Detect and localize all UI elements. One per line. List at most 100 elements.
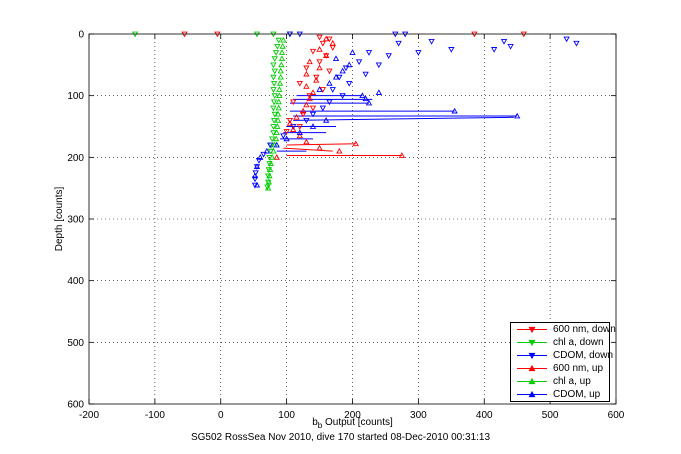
data-point: [270, 74, 277, 81]
series-line: [283, 147, 333, 152]
data-point: [255, 158, 263, 164]
data-point: [270, 124, 277, 130]
data-point: [299, 107, 307, 114]
data-point: [355, 59, 363, 66]
data-point: [313, 74, 320, 81]
data-point: [316, 59, 323, 66]
data-point: [306, 93, 313, 99]
data-point: [303, 101, 310, 108]
series-chl-a-up: [265, 36, 287, 191]
data-point: [278, 55, 286, 62]
data-point: [270, 99, 278, 106]
x-tick-label: 500: [542, 410, 559, 421]
legend-item: 600 nm, up: [511, 362, 609, 375]
data-point: [260, 151, 267, 158]
series-600-nm-up: [273, 35, 406, 160]
data-point: [278, 49, 286, 55]
data-point: [319, 105, 327, 112]
data-point: [563, 36, 570, 43]
data-point: [385, 53, 392, 59]
legend-item: CDOM, up: [511, 388, 609, 401]
data-point: [266, 142, 274, 149]
data-point: [339, 67, 346, 74]
data-point: [265, 178, 273, 185]
data-point: [266, 166, 274, 173]
data-point: [270, 130, 277, 136]
data-point: [267, 160, 274, 166]
data-point: [273, 129, 280, 136]
data-point: [263, 147, 271, 154]
x-axis-label-rest: Output [counts]: [322, 417, 393, 428]
data-point: [273, 141, 280, 148]
data-point: [271, 56, 278, 62]
data-point: [448, 47, 455, 53]
data-point: [265, 173, 272, 180]
data-point: [309, 111, 317, 118]
x-axis-label-subscript: b: [318, 421, 323, 430]
y-axis-label: Depth [counts]: [54, 187, 65, 252]
legend-item: chl a, down: [511, 336, 609, 349]
data-point: [286, 117, 294, 124]
data-point: [342, 65, 350, 72]
data-point: [336, 74, 343, 81]
data-point: [332, 55, 340, 62]
legend-item: CDOM, down: [511, 349, 613, 362]
data-point: [316, 34, 323, 41]
data-point: [273, 154, 280, 160]
y-tick-label: 0: [78, 30, 84, 41]
data-point: [395, 40, 402, 47]
data-point: [362, 95, 369, 102]
data-point: [514, 112, 521, 119]
data-point: [507, 43, 514, 50]
data-point: [336, 147, 343, 154]
data-point: [270, 105, 277, 112]
data-point: [290, 126, 297, 132]
legend: 600 nm, down chl a, down CDOM, down 600 nm,…: [510, 322, 616, 402]
data-point: [268, 136, 276, 143]
data-point: [265, 184, 272, 191]
data-point: [270, 62, 277, 69]
data-point: [277, 67, 284, 74]
x-tick-label: -200: [79, 410, 99, 421]
legend-swatch: [517, 339, 547, 347]
legend-label: chl a, up: [553, 376, 591, 387]
data-point: [253, 163, 261, 169]
x-tick-label: 400: [476, 410, 493, 421]
data-point: [322, 52, 330, 58]
y-tick-label: 100: [67, 91, 84, 102]
data-point: [451, 107, 458, 114]
data-point: [306, 58, 313, 65]
y-tick-label: 400: [67, 276, 84, 287]
data-point: [271, 111, 278, 118]
data-point: [278, 61, 285, 68]
legend-label: 600 nm, down: [553, 324, 616, 335]
data-point: [428, 39, 435, 45]
legend-swatch: [517, 364, 547, 372]
data-point: [309, 48, 317, 55]
data-point: [303, 117, 310, 124]
data-point: [296, 80, 303, 87]
data-point: [276, 86, 283, 92]
data-point: [309, 105, 317, 112]
data-point: [271, 68, 278, 75]
data-point: [265, 167, 273, 173]
y-tick-label: 600: [67, 400, 84, 411]
data-point: [251, 182, 259, 189]
data-point: [270, 117, 278, 124]
series-line: [293, 116, 514, 121]
data-point: [299, 111, 307, 118]
data-point: [275, 37, 282, 44]
data-point: [274, 110, 282, 117]
data-point: [415, 50, 422, 56]
data-point: [375, 89, 383, 95]
data-point: [303, 83, 310, 89]
data-point: [326, 99, 333, 106]
data-point: [316, 144, 323, 151]
x-tick-label: -100: [145, 410, 165, 421]
data-point: [346, 61, 353, 68]
data-point: [296, 132, 303, 139]
data-point: [286, 120, 294, 126]
legend-label: CDOM, down: [553, 350, 614, 361]
data-point: [359, 92, 366, 99]
